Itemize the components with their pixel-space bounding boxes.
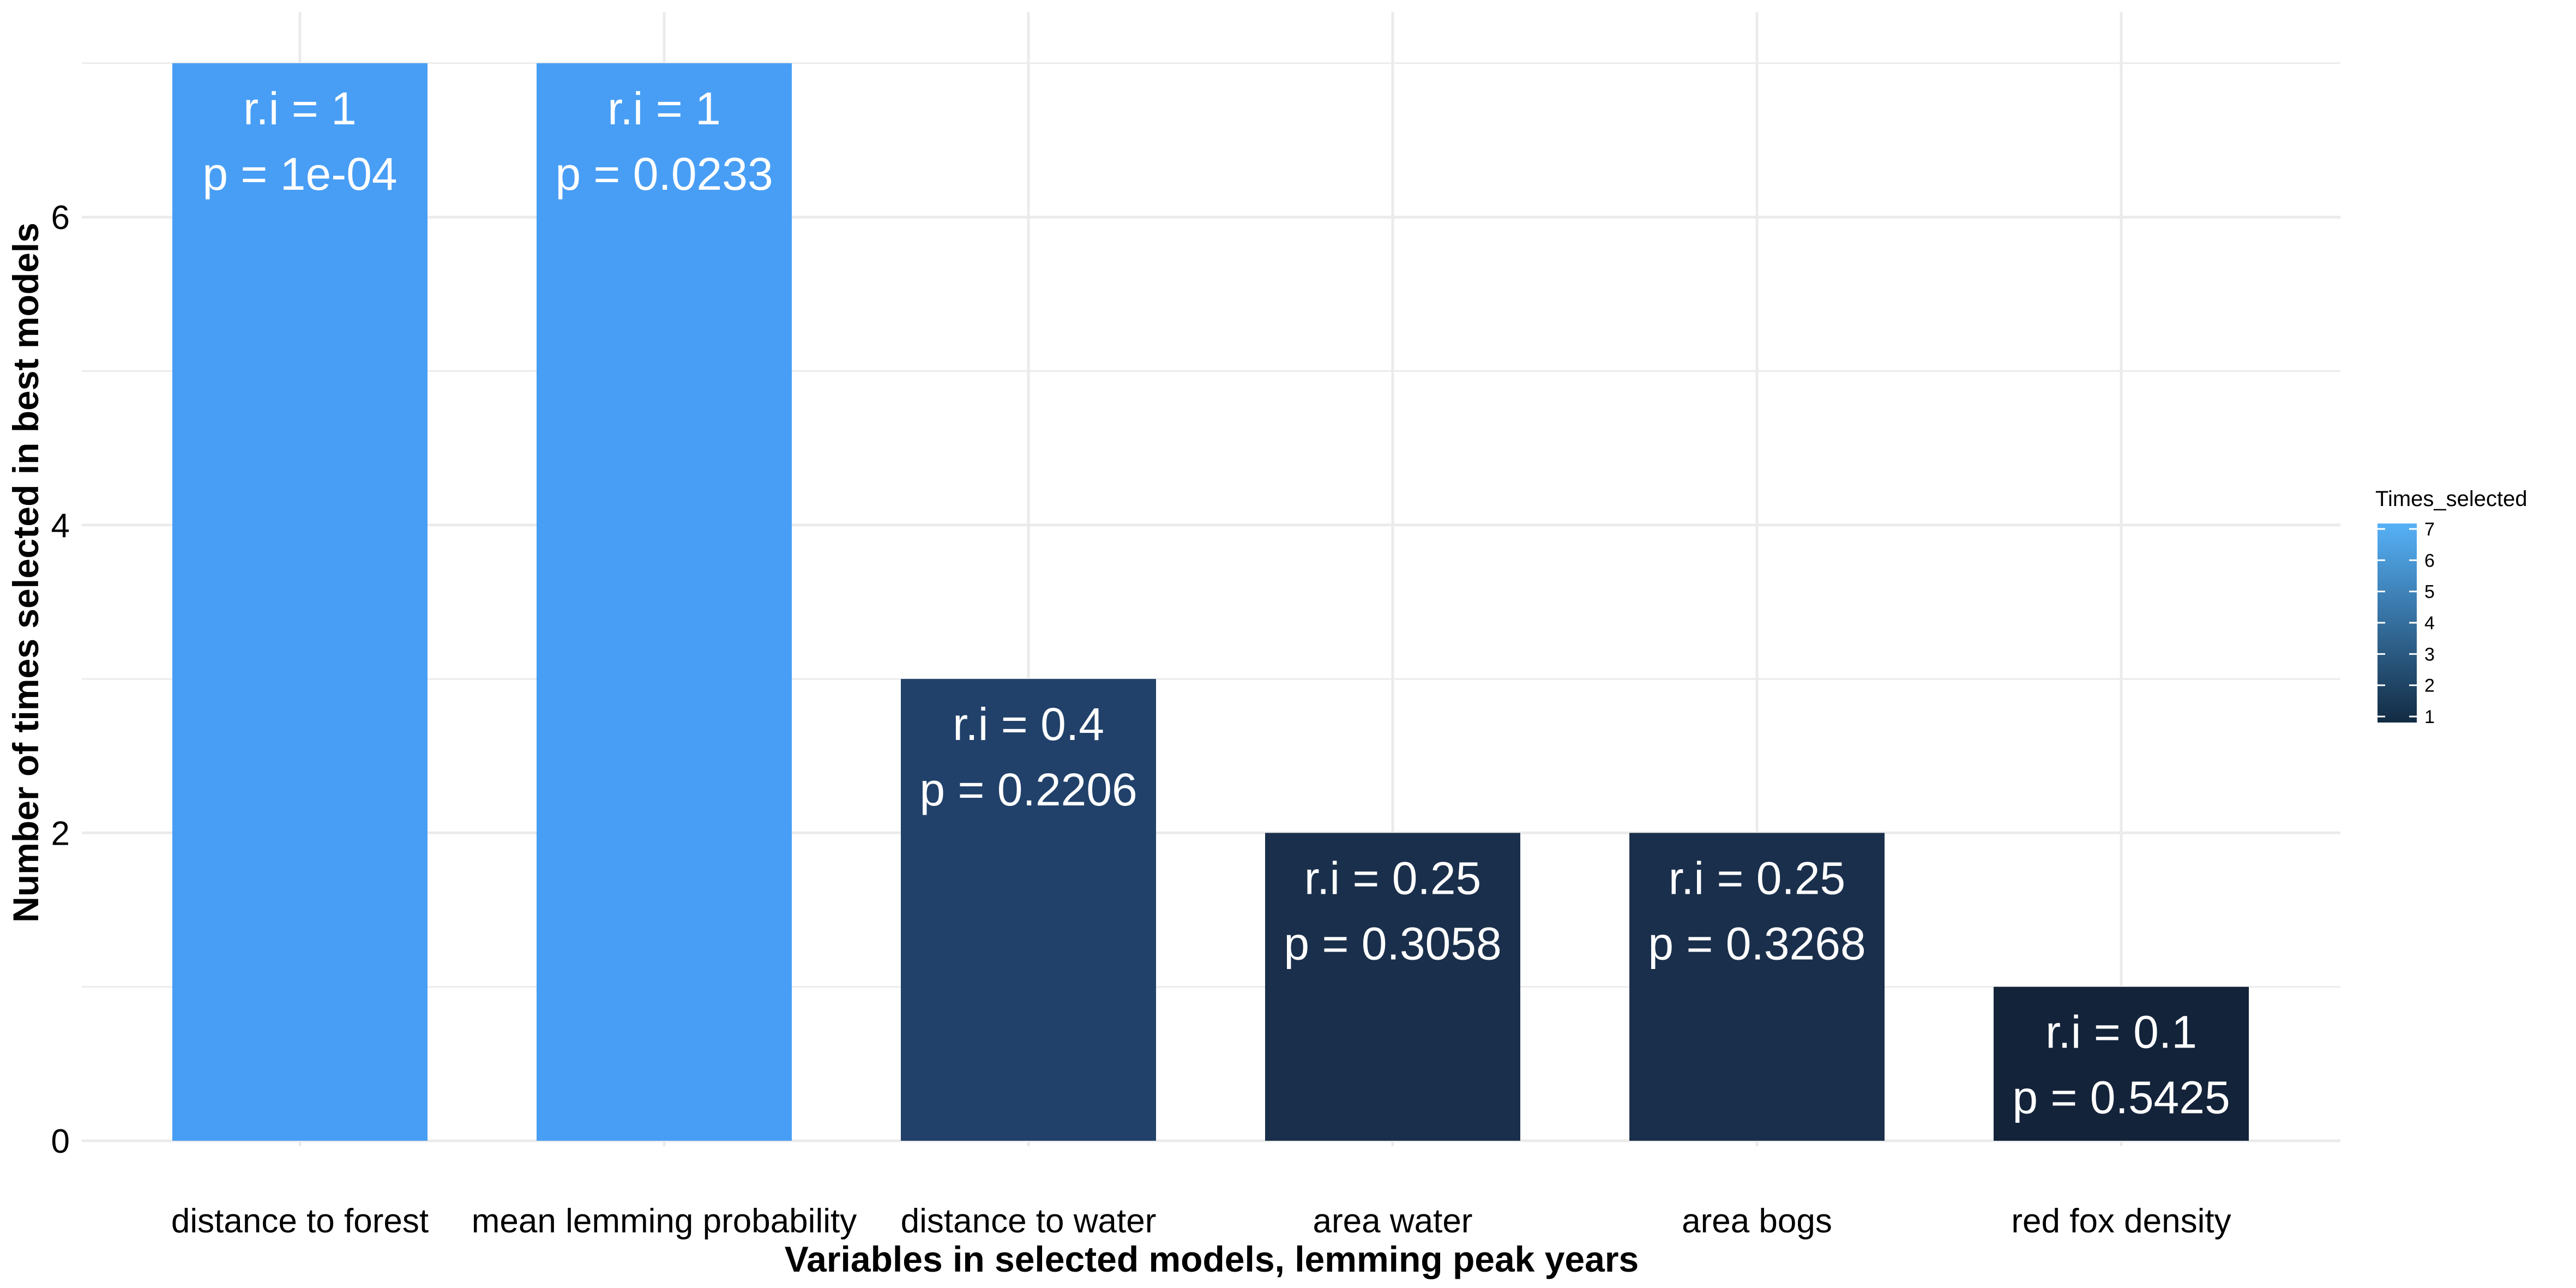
legend: Times_selected 1 2 3 4 5 6 7 [2375,487,2527,727]
bar [1265,833,1520,1141]
legend-title: Times_selected [2375,487,2527,511]
bar [1994,986,2249,1141]
y-tick-label: 6 [51,199,70,237]
x-axis-title: Variables in selected models, lemming pe… [785,1239,1639,1279]
bar-label-ri: r.i = 0.25 [1669,852,1846,904]
y-tick-label: 4 [51,507,70,545]
legend-tick-label: 6 [2424,550,2435,571]
bar-label-p: p = 0.5425 [2012,1072,2230,1123]
x-axis-tick-labels: distance to forest mean lemming probabili… [171,1202,2231,1240]
x-tick-label: area bogs [1682,1202,1832,1240]
bar [172,63,428,1141]
legend-tick-label: 1 [2424,707,2435,727]
y-tick-label: 0 [51,1123,70,1160]
legend-tick-label: 2 [2424,676,2435,696]
x-tick-label: distance to forest [171,1202,429,1240]
x-tick-label: red fox density [2011,1202,2231,1240]
bar-label-p: p = 1e-04 [202,148,397,200]
y-tick-label: 2 [51,815,70,852]
minor-gridlines [82,62,2340,988]
bar-label-ri: r.i = 0.4 [953,699,1104,750]
bar-label-p: p = 0.3058 [1284,918,1501,969]
bar [1629,833,1885,1141]
x-tick-label: mean lemming probability [472,1202,857,1240]
y-axis-title: Number of times selected in best models [5,222,46,923]
legend-tick-label: 7 [2424,519,2435,540]
legend-ticks: 1 2 3 4 5 6 7 [2378,519,2435,727]
bar-label-ri: r.i = 1 [607,83,721,134]
bar-label-ri: r.i = 1 [243,83,357,134]
bar-label-p: p = 0.2206 [919,764,1137,815]
x-tick-label: area water [1313,1202,1473,1240]
bar-labels: r.i = 1 p = 1e-04 r.i = 1 p = 0.0233 r.i = 0… [202,83,2230,1123]
y-axis-tick-labels: 0 2 4 6 [51,199,70,1160]
bar [901,679,1156,1141]
bars [172,63,2249,1141]
legend-tick-label: 4 [2424,613,2435,634]
bar-label-p: p = 0.0233 [555,148,773,200]
bar [537,63,792,1141]
x-tick-label: distance to water [901,1202,1157,1240]
legend-tick-label: 3 [2424,644,2435,665]
bar-label-ri: r.i = 0.25 [1304,852,1482,904]
legend-tick-label: 5 [2424,582,2435,603]
bar-label-p: p = 0.3268 [1648,918,1865,969]
bar-label-ri: r.i = 0.1 [2045,1007,2197,1058]
